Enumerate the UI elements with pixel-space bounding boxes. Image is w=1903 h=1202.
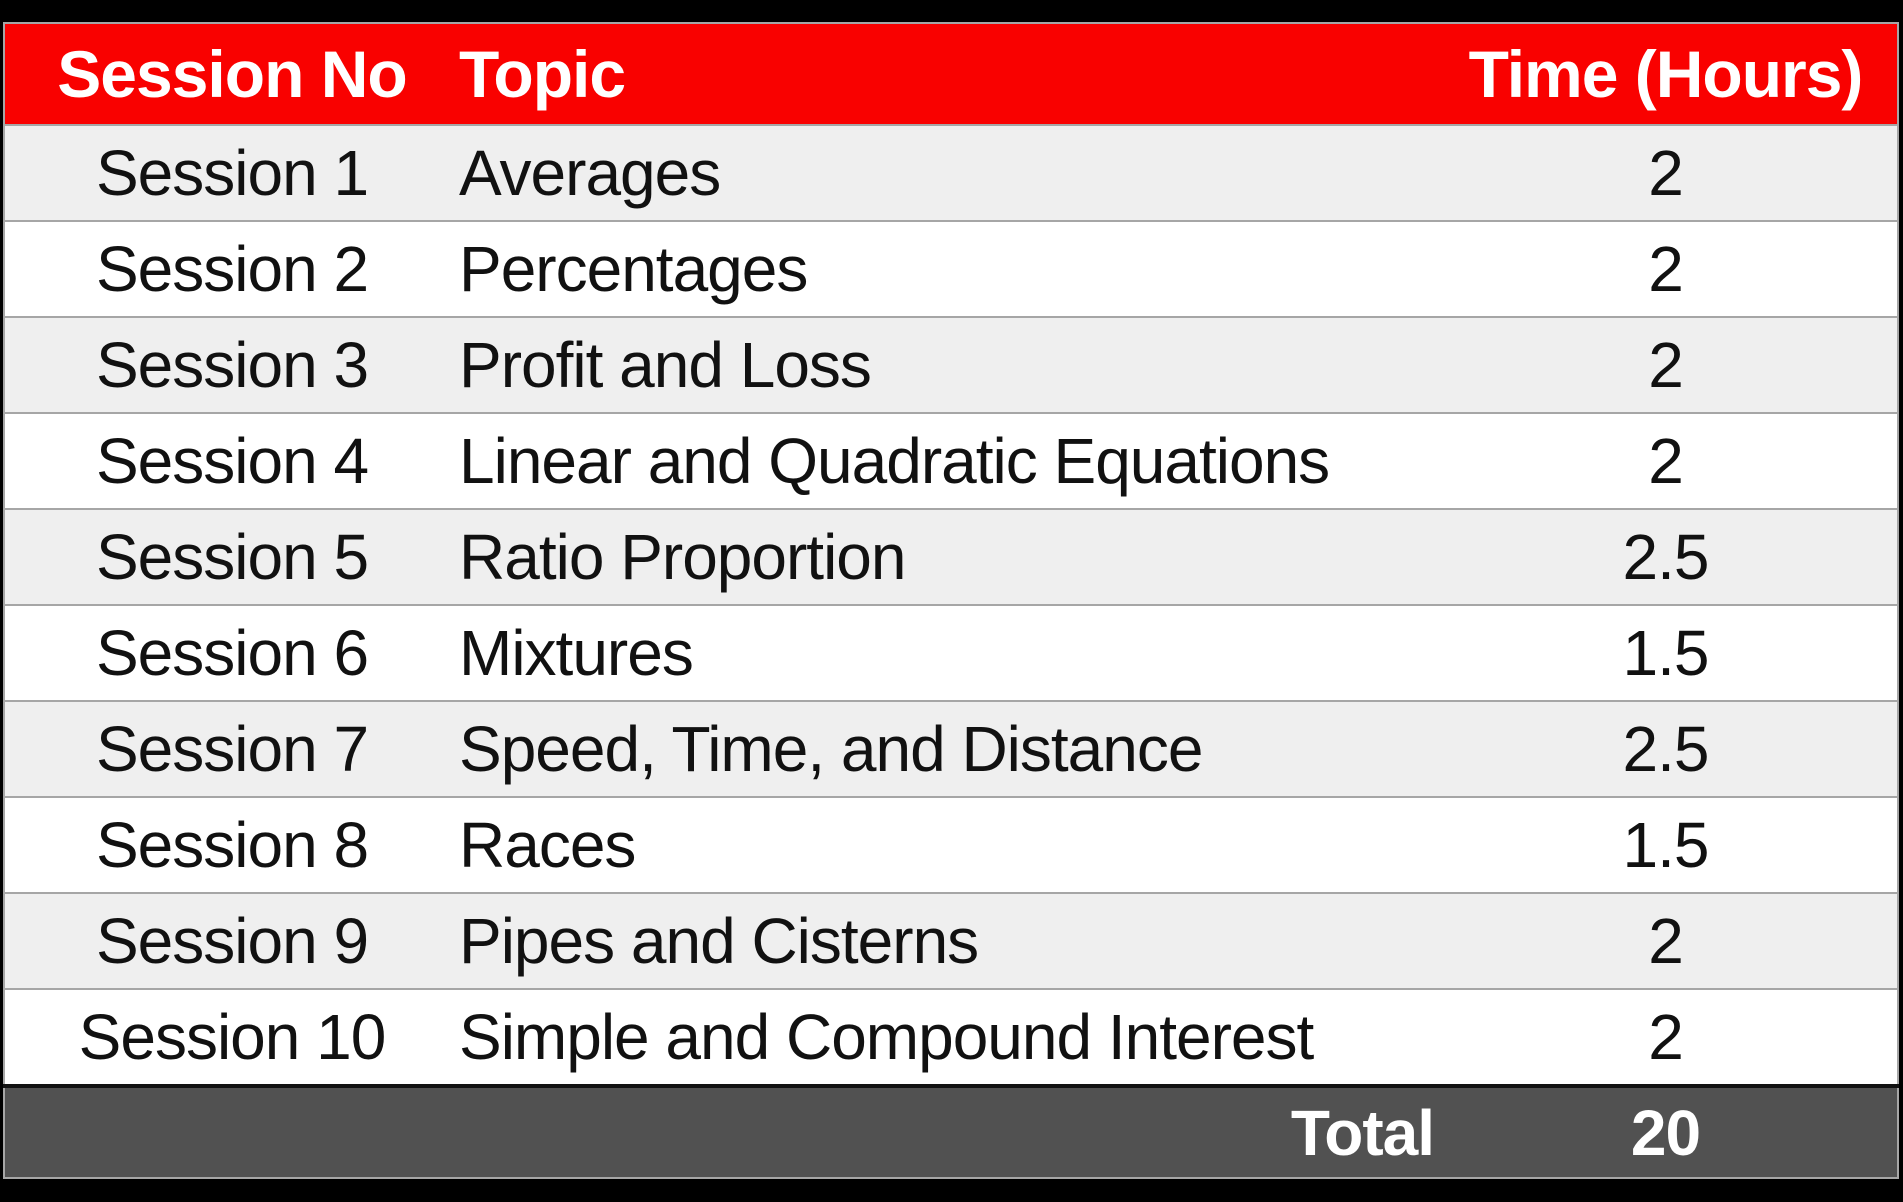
- topic-cell: Simple and Compound Interest: [459, 989, 1434, 1087]
- session-cell: Session 7: [4, 701, 459, 798]
- table-total-row: Total 20: [4, 1084, 1898, 1179]
- time-cell: 2.5: [1434, 509, 1898, 606]
- time-cell: 2: [1434, 125, 1898, 222]
- column-header-time: Time (Hours): [1434, 23, 1898, 126]
- topic-cell: Races: [459, 797, 1434, 894]
- session-cell: Session 1: [4, 125, 459, 222]
- session-cell: Session 9: [4, 893, 459, 990]
- table-row: Session 2 Percentages 2: [4, 221, 1898, 318]
- session-cell: Session 5: [4, 509, 459, 606]
- time-cell: 2: [1434, 893, 1898, 990]
- topic-cell: Ratio Proportion: [459, 509, 1434, 606]
- session-cell: Session 2: [4, 221, 459, 318]
- time-cell: 2: [1434, 413, 1898, 510]
- session-schedule-table-container: Session No Topic Time (Hours) Session 1 …: [3, 22, 1899, 1179]
- total-label: Total: [4, 1084, 1435, 1179]
- topic-cell: Speed, Time, and Distance: [459, 701, 1434, 798]
- table-row: Session 5 Ratio Proportion 2.5: [4, 509, 1898, 606]
- time-cell: 2: [1434, 317, 1898, 414]
- session-cell: Session 10: [4, 989, 459, 1087]
- time-cell: 1.5: [1434, 605, 1898, 702]
- session-cell: Session 8: [4, 797, 459, 894]
- table-row: Session 3 Profit and Loss 2: [4, 317, 1898, 414]
- topic-cell: Pipes and Cisterns: [459, 893, 1434, 990]
- time-cell: 2.5: [1434, 701, 1898, 798]
- table-row: Session 8 Races 1.5: [4, 797, 1898, 894]
- session-cell: Session 4: [4, 413, 459, 510]
- session-schedule-table: Session No Topic Time (Hours) Session 1 …: [3, 22, 1899, 1179]
- table-row: Session 10 Simple and Compound Interest …: [4, 989, 1898, 1087]
- topic-cell: Linear and Quadratic Equations: [459, 413, 1434, 510]
- total-value: 20: [1434, 1084, 1898, 1179]
- time-cell: 2: [1434, 989, 1898, 1087]
- topic-cell: Mixtures: [459, 605, 1434, 702]
- table-row: Session 7 Speed, Time, and Distance 2.5: [4, 701, 1898, 798]
- topic-cell: Percentages: [459, 221, 1434, 318]
- table-row: Session 6 Mixtures 1.5: [4, 605, 1898, 702]
- time-cell: 2: [1434, 221, 1898, 318]
- topic-cell: Profit and Loss: [459, 317, 1434, 414]
- table-header-row: Session No Topic Time (Hours): [4, 23, 1898, 126]
- time-cell: 1.5: [1434, 797, 1898, 894]
- column-header-topic: Topic: [459, 23, 1434, 126]
- topic-cell: Averages: [459, 125, 1434, 222]
- column-header-session-no: Session No: [4, 23, 459, 126]
- session-cell: Session 3: [4, 317, 459, 414]
- table-row: Session 1 Averages 2: [4, 125, 1898, 222]
- table-row: Session 9 Pipes and Cisterns 2: [4, 893, 1898, 990]
- session-cell: Session 6: [4, 605, 459, 702]
- table-row: Session 4 Linear and Quadratic Equations…: [4, 413, 1898, 510]
